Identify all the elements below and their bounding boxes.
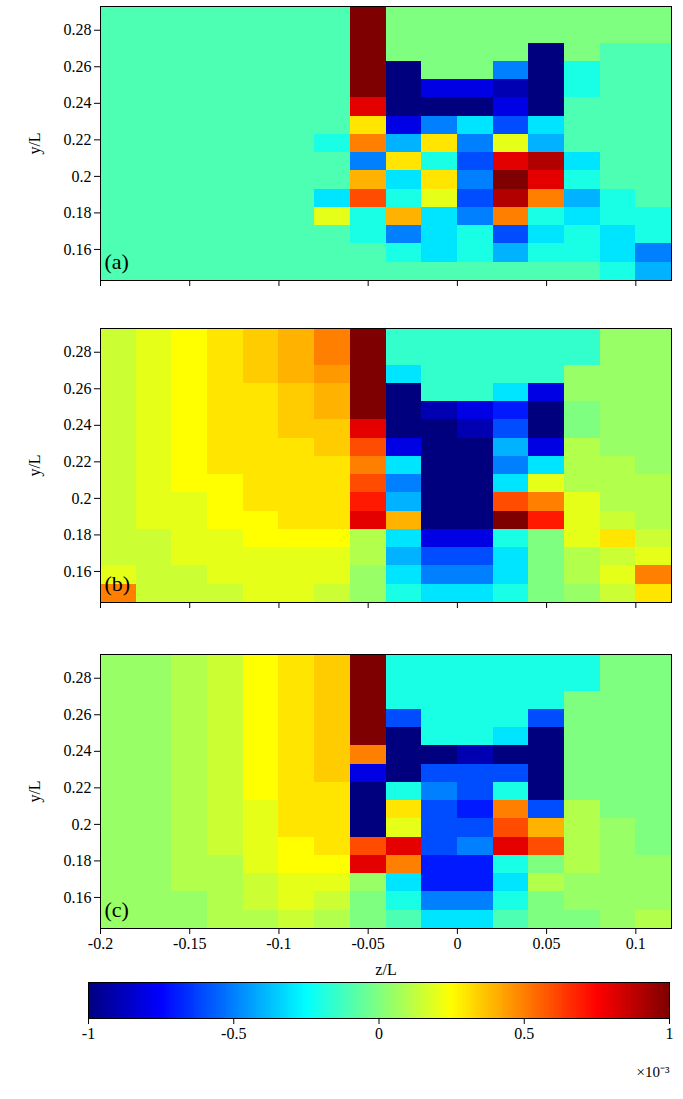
svg-text:0: 0 <box>375 1025 383 1042</box>
svg-text:0.28: 0.28 <box>64 21 92 38</box>
svg-text:0.16: 0.16 <box>64 563 92 580</box>
svg-text:0.5: 0.5 <box>514 1025 534 1042</box>
svg-text:1: 1 <box>666 1025 674 1042</box>
svg-text:(c): (c) <box>105 897 129 922</box>
svg-text:-0.05: -0.05 <box>351 935 384 952</box>
svg-text:-1: -1 <box>82 1025 95 1042</box>
svg-text:y/L: y/L <box>26 780 44 802</box>
svg-text:0.22: 0.22 <box>64 131 92 148</box>
svg-text:0: 0 <box>453 935 461 952</box>
svg-text:0.22: 0.22 <box>64 779 92 796</box>
svg-text:0.18: 0.18 <box>64 526 92 543</box>
svg-text:(a): (a) <box>105 249 129 274</box>
svg-text:0.1: 0.1 <box>626 935 646 952</box>
svg-text:0.16: 0.16 <box>64 889 92 906</box>
svg-text:-0.15: -0.15 <box>173 935 206 952</box>
svg-text:0.24: 0.24 <box>64 416 92 433</box>
svg-text:0.2: 0.2 <box>72 168 92 185</box>
svg-text:-0.5: -0.5 <box>221 1025 246 1042</box>
svg-text:0.2: 0.2 <box>72 490 92 507</box>
svg-text:0.24: 0.24 <box>64 94 92 111</box>
svg-text:0.22: 0.22 <box>64 453 92 470</box>
svg-text:-0.2: -0.2 <box>88 935 113 952</box>
svg-text:0.18: 0.18 <box>64 852 92 869</box>
svg-text:-0.1: -0.1 <box>266 935 291 952</box>
svg-text:0.26: 0.26 <box>64 380 92 397</box>
svg-text:0.18: 0.18 <box>64 204 92 221</box>
svg-text:y/L: y/L <box>26 454 44 476</box>
svg-text:(b): (b) <box>105 571 131 596</box>
svg-text:0.28: 0.28 <box>64 343 92 360</box>
svg-text:×10⁻³: ×10⁻³ <box>637 1064 670 1080</box>
svg-text:0.26: 0.26 <box>64 58 92 75</box>
svg-text:0.2: 0.2 <box>72 816 92 833</box>
svg-text:0.24: 0.24 <box>64 742 92 759</box>
svg-text:y/L: y/L <box>26 132 44 154</box>
svg-text:0.16: 0.16 <box>64 241 92 258</box>
svg-text:0.05: 0.05 <box>533 935 561 952</box>
svg-text:0.28: 0.28 <box>64 669 92 686</box>
svg-text:0.26: 0.26 <box>64 706 92 723</box>
svg-text:z/L: z/L <box>375 961 396 978</box>
